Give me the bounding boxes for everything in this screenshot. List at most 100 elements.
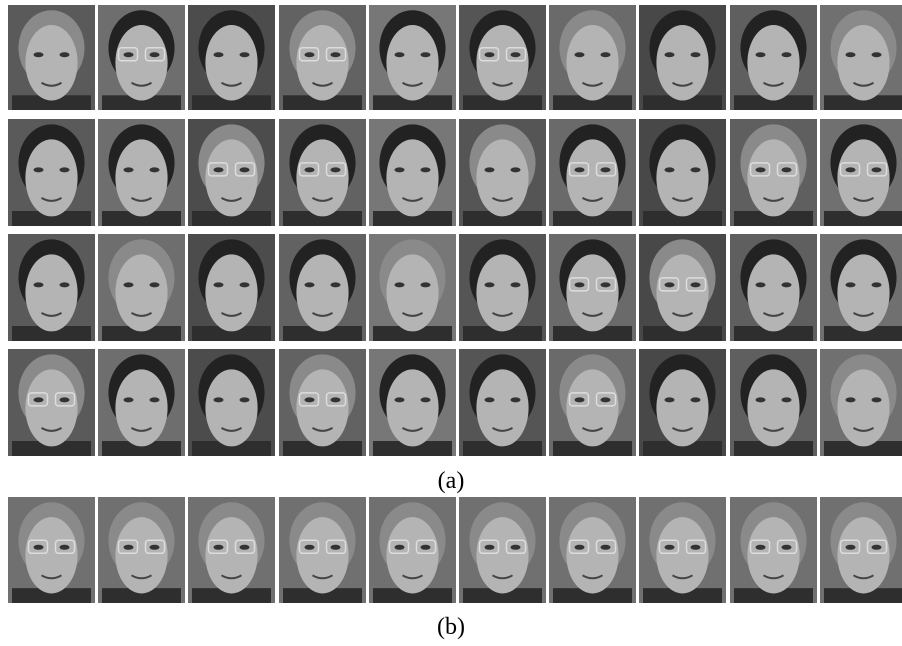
face (386, 139, 438, 216)
eye (331, 545, 341, 550)
eye (756, 52, 766, 57)
eye (511, 167, 521, 172)
face-photo (8, 497, 95, 603)
face-photo (730, 119, 817, 226)
face-photo (8, 119, 95, 226)
face (25, 25, 77, 101)
eye (846, 282, 856, 287)
eye (756, 545, 766, 550)
face-photo (820, 5, 902, 110)
face (25, 517, 77, 593)
face-photo (549, 5, 636, 110)
face-photo (639, 497, 726, 603)
face (25, 139, 77, 216)
eye (575, 52, 585, 57)
face-photo (639, 119, 726, 226)
face (747, 25, 799, 101)
face-photo (279, 234, 366, 341)
eye (575, 167, 585, 172)
face (296, 517, 348, 593)
eye (511, 52, 521, 57)
eye (331, 397, 341, 402)
eye (872, 52, 882, 57)
page: (a) (b) (() => { const data = JSON.parse… (0, 0, 902, 641)
face-photo (639, 234, 726, 341)
face-photo (820, 119, 902, 226)
face-photo (459, 5, 546, 110)
eye (124, 52, 134, 57)
eye (214, 167, 224, 172)
face (296, 369, 348, 446)
face-photo (549, 234, 636, 341)
face-photo (639, 349, 726, 456)
face-photo (730, 349, 817, 456)
eye (395, 397, 405, 402)
face (205, 139, 257, 216)
face (115, 369, 167, 446)
face-photo (549, 119, 636, 226)
face-photo (188, 497, 275, 603)
eye (601, 52, 611, 57)
face (837, 369, 889, 446)
face-photo (820, 349, 902, 456)
eye (601, 397, 611, 402)
face (747, 254, 799, 331)
eye (240, 52, 250, 57)
eye (305, 397, 315, 402)
face (566, 517, 618, 593)
eye (395, 52, 405, 57)
eye (872, 545, 882, 550)
face (747, 139, 799, 216)
eye (34, 397, 44, 402)
eye (511, 282, 521, 287)
eye (782, 397, 792, 402)
eye (601, 545, 611, 550)
eye (421, 397, 431, 402)
eye (691, 282, 701, 287)
face (296, 139, 348, 216)
eye (782, 545, 792, 550)
eye (485, 52, 495, 57)
eye (124, 397, 134, 402)
eye (34, 282, 44, 287)
face (476, 369, 528, 446)
eye (331, 282, 341, 287)
eye (421, 167, 431, 172)
face (837, 517, 889, 593)
eye (34, 167, 44, 172)
face-photo (8, 234, 95, 341)
face-photo (369, 119, 456, 226)
eye (150, 167, 160, 172)
eye (665, 167, 675, 172)
eye (691, 52, 701, 57)
face (566, 25, 618, 101)
eye (124, 167, 134, 172)
eye (214, 52, 224, 57)
face-photo (98, 497, 185, 603)
face (656, 139, 708, 216)
eye (691, 167, 701, 172)
eye (305, 167, 315, 172)
eye (150, 52, 160, 57)
face (476, 25, 528, 101)
face-photo (730, 5, 817, 110)
face (747, 517, 799, 593)
face (115, 517, 167, 593)
eye (872, 282, 882, 287)
eye (846, 397, 856, 402)
eye (665, 52, 675, 57)
face (656, 254, 708, 331)
eye (511, 397, 521, 402)
face-photo (459, 119, 546, 226)
face (205, 254, 257, 331)
eye (331, 167, 341, 172)
panel-label: (b) (437, 614, 465, 640)
face (566, 369, 618, 446)
eye (575, 545, 585, 550)
eye (395, 167, 405, 172)
face (476, 517, 528, 593)
face (476, 139, 528, 216)
face (837, 254, 889, 331)
face (386, 25, 438, 101)
face (656, 369, 708, 446)
